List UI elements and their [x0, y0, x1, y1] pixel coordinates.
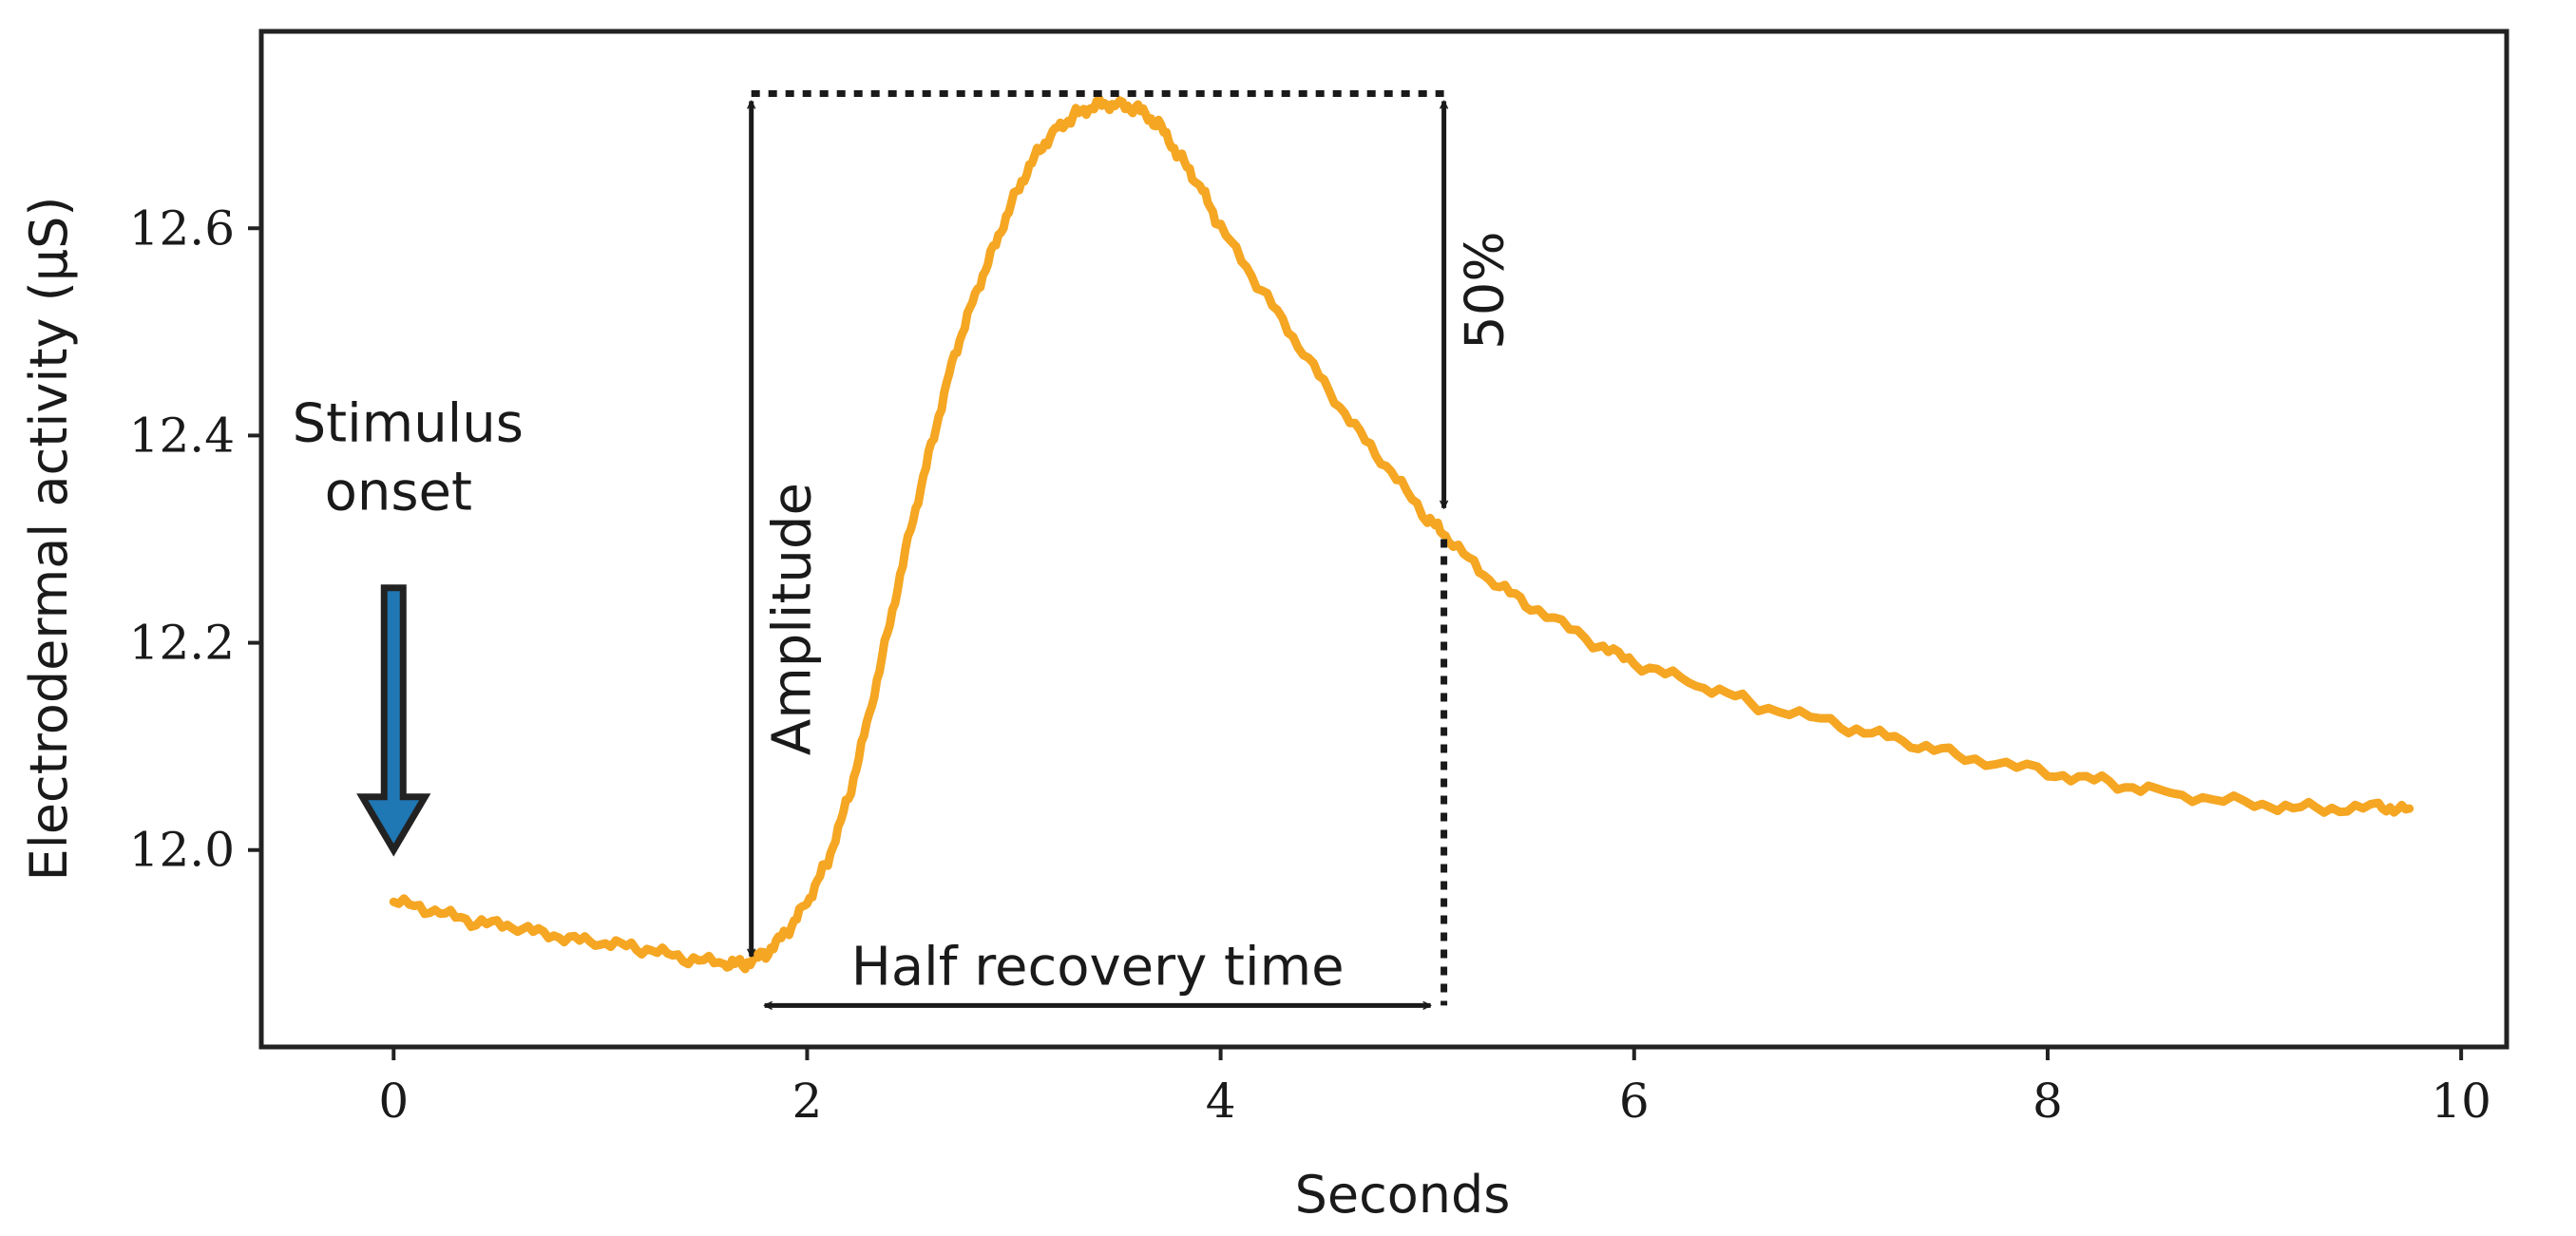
onset-label-line2: onset	[325, 462, 472, 523]
half-recovery-label: Half recovery time	[851, 936, 1345, 998]
y-tick-label: 12.0	[129, 823, 235, 878]
y-axis-label: Electrodermal activity (μS)	[19, 197, 79, 882]
x-tick-label: 6	[1619, 1074, 1650, 1129]
x-axis: 0 2 4 6 8 10	[378, 1047, 2491, 1129]
y-tick-label: 12.4	[129, 408, 235, 463]
y-tick-label: 12.2	[129, 616, 235, 671]
eda-series-line	[389, 94, 2414, 974]
amplitude-label: Amplitude	[762, 483, 824, 755]
x-tick-label: 4	[1206, 1074, 1236, 1129]
y-tick-label: 12.6	[129, 200, 235, 256]
x-tick-label: 8	[2032, 1074, 2063, 1129]
x-tick-label: 0	[378, 1074, 409, 1129]
stimulus-onset-arrow	[356, 584, 431, 857]
plot-frame	[258, 29, 2509, 1050]
onset-label-line1: Stimulus	[293, 393, 524, 455]
x-tick-label: 2	[792, 1074, 823, 1129]
x-tick-label: 10	[2431, 1074, 2491, 1129]
fifty-percent-label: 50%	[1455, 231, 1517, 349]
y-axis: 12.0 12.2 12.4 12.6	[129, 200, 261, 878]
x-axis-label: Seconds	[1295, 1165, 1511, 1225]
